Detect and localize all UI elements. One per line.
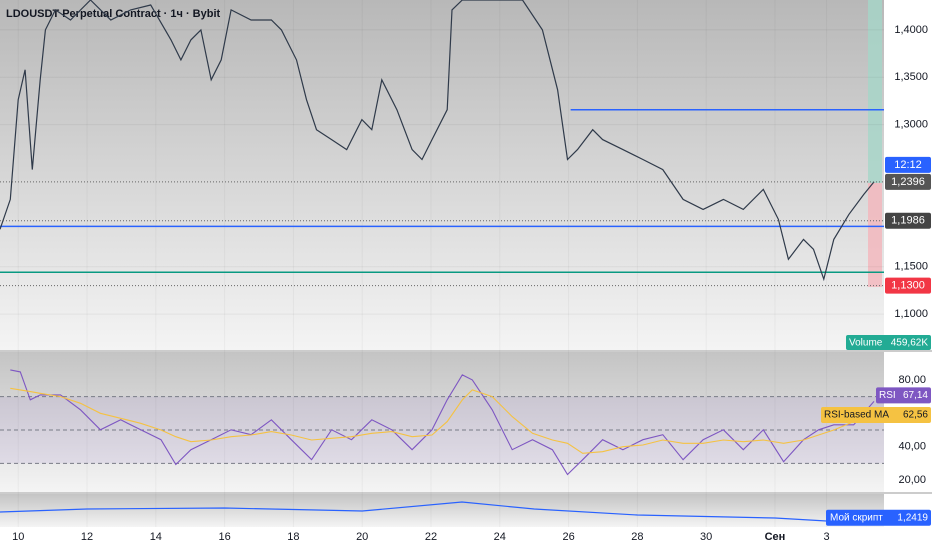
y-tick-label: 1,3000 <box>894 119 928 131</box>
x-tick-label: 28 <box>631 531 643 543</box>
price-tag <box>885 212 931 229</box>
countdown-tag <box>885 156 931 173</box>
price-pane <box>0 0 884 350</box>
rsi-pane <box>0 352 884 492</box>
price-tag-label: 1,2396 <box>891 176 925 188</box>
legend-value: 67,14 <box>903 390 928 401</box>
chart-title: LDOUSDT Perpetual Contract · 1ч · Bybit <box>6 8 221 20</box>
script-pane <box>0 494 884 527</box>
x-tick-label: 18 <box>287 531 299 543</box>
volume-name: Volume <box>849 338 883 349</box>
y-tick-label: 1,3500 <box>894 71 928 83</box>
x-tick-label: 26 <box>562 531 574 543</box>
x-tick-label: Сен <box>765 531 786 543</box>
legend-tag <box>876 387 931 404</box>
x-tick-label: 10 <box>12 531 24 543</box>
y-tick-label: 20,00 <box>898 474 926 486</box>
price-tag-label: 1,1986 <box>891 215 925 227</box>
x-tick-label: 24 <box>494 531 506 543</box>
legend-tag <box>821 407 931 424</box>
x-tick-label: 30 <box>700 531 712 543</box>
volume-tag <box>846 335 931 350</box>
script-tag <box>826 509 931 526</box>
legend-value: 62,56 <box>903 410 928 421</box>
script-value: 1,2419 <box>897 512 928 523</box>
x-tick-label: 14 <box>150 531 162 543</box>
price-tag <box>885 277 931 294</box>
x-tick-label: 3 <box>823 531 829 543</box>
price-axis <box>884 0 932 527</box>
position-profit-zone <box>868 0 882 183</box>
y-tick-label: 1,1000 <box>894 308 928 320</box>
legend-name: RSI <box>879 390 896 401</box>
countdown: 12:12 <box>894 159 922 171</box>
position-loss-zone <box>868 183 882 287</box>
price-tag <box>885 173 931 190</box>
rsi-series <box>10 387 875 454</box>
script-name: Мой скрипт <box>830 512 883 523</box>
y-tick-label: 80,00 <box>898 374 926 386</box>
price-tag-label: 1,1300 <box>891 280 925 292</box>
y-tick-label: 1,1500 <box>894 261 928 273</box>
y-tick-label: 1,4000 <box>894 24 928 36</box>
script-line <box>0 501 875 522</box>
rsi-series <box>10 369 875 476</box>
price-line <box>0 0 875 282</box>
x-tick-label: 12 <box>81 531 93 543</box>
x-tick-label: 20 <box>356 531 368 543</box>
x-tick-label: 16 <box>218 531 230 543</box>
volume-label: 459,62K <box>891 338 929 349</box>
legend-name: RSI-based MA <box>824 410 889 421</box>
x-tick-label: 22 <box>425 531 437 543</box>
y-tick-label: 40,00 <box>898 441 926 453</box>
